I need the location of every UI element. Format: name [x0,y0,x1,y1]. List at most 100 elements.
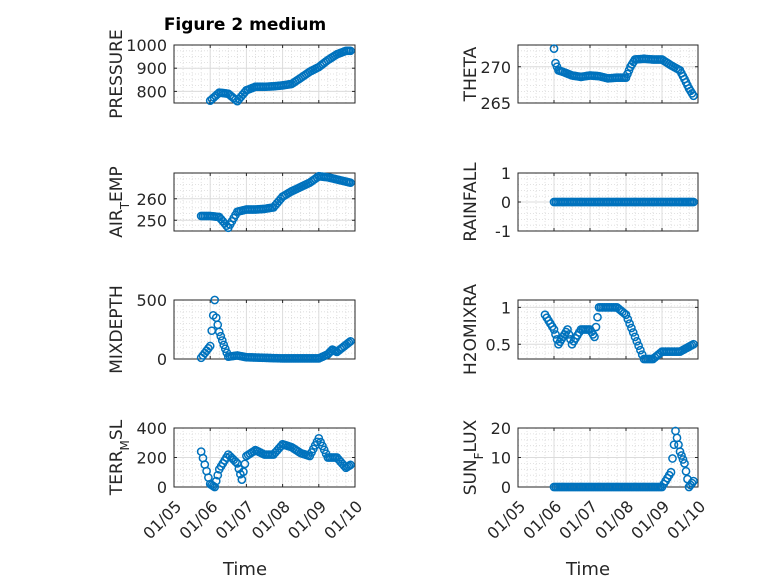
y-tick-label: 0 [501,478,511,497]
data-point [237,475,247,484]
data-point [205,341,215,351]
x-tick-label: 01/06 [175,497,221,543]
data-point [231,457,240,466]
figure-title: Figure 2 medium [164,15,326,35]
data-point [346,46,355,56]
y-tick-label: 200 [136,449,167,468]
data-point [590,332,599,342]
y-tick-label: 260 [136,190,167,209]
data-point [630,332,640,342]
data-series [549,197,698,207]
data-point [240,459,250,469]
data-point [689,197,698,207]
data-point [623,314,633,324]
x-tick-label: 01/07 [555,497,601,543]
data-point [593,312,602,322]
data-point [551,330,560,339]
data-point [677,451,686,460]
data-series [196,433,355,492]
x-axis-label-right: Time [565,559,610,580]
data-point [213,320,223,330]
data-point [216,331,226,341]
data-point [210,482,220,492]
y-tick-label: 270 [480,58,511,77]
data-point [217,336,227,345]
x-tick-label: 01/08 [591,497,637,543]
x-tick-label: 01/09 [284,497,330,543]
data-point [564,330,574,339]
y-tick-label: 265 [480,94,511,113]
data-point [627,323,636,333]
data-point [239,467,248,477]
x-tick-label: 01/10 [663,497,709,543]
data-series [205,46,355,106]
y-tick-label: 900 [136,59,167,78]
data-point [678,455,688,464]
data-point [207,326,217,336]
minor-grid [174,173,355,231]
y-tick-label: 10 [491,449,511,468]
data-point [621,310,631,320]
x-tick-label: 01/08 [248,497,294,543]
x-axis-label-left: Time [222,559,267,580]
y-tick-label: 0 [157,350,167,369]
data-point [668,454,677,463]
y-tick-label: 0.5 [486,335,511,354]
data-point [213,470,223,480]
data-series [540,303,698,364]
data-point [222,221,231,230]
data-point [549,44,559,53]
data-point [346,336,355,346]
data-point [634,341,643,351]
data-point [672,433,682,443]
y-tick-label: 1000 [126,36,167,55]
y-axis-label: PRESSURE [107,29,127,118]
data-series [549,426,698,492]
data-point [211,476,221,486]
y-tick-label: 1 [501,298,511,317]
y-axis-label: SUNFLUX [461,419,486,495]
data-point [591,322,601,332]
data-point [219,340,229,350]
data-point [628,328,638,337]
data-series [196,295,355,363]
y-axis-label: THETA [461,46,481,102]
data-point [675,447,685,456]
x-tick-label: 01/06 [519,497,565,543]
x-tick-label: 01/05 [483,497,529,543]
data-point [689,339,698,349]
data-series [196,171,355,233]
y-tick-label: 0 [157,478,167,497]
data-point [666,467,676,477]
subplot-h2omixra: 0.5 1 H2OMIXRA [461,284,699,375]
y-tick-label: 1 [501,164,511,183]
data-point [563,325,572,334]
data-point [344,338,354,347]
y-tick-label: 500 [136,291,167,310]
subplot-mixdepth: 0 500 MIXDEPTH [107,285,356,374]
data-point [214,327,224,337]
x-tick-label: 01/09 [627,497,673,543]
axes-box [517,44,699,104]
x-tick-label: 01/05 [139,497,185,543]
y-axis-label: TERRMSL [107,419,132,496]
y-axis-label: RAINFALL [461,162,481,242]
y-axis-label: MIXDEPTH [107,285,127,374]
data-point [204,344,213,353]
data-point [674,440,683,450]
data-point [625,319,634,328]
data-point [210,295,220,305]
y-tick-label: 0 [501,193,511,212]
x-tick-label: 01/10 [320,497,366,543]
y-tick-label: -1 [495,222,511,241]
data-point [549,325,559,334]
axes-box [173,172,356,232]
minor-grid [174,45,355,103]
